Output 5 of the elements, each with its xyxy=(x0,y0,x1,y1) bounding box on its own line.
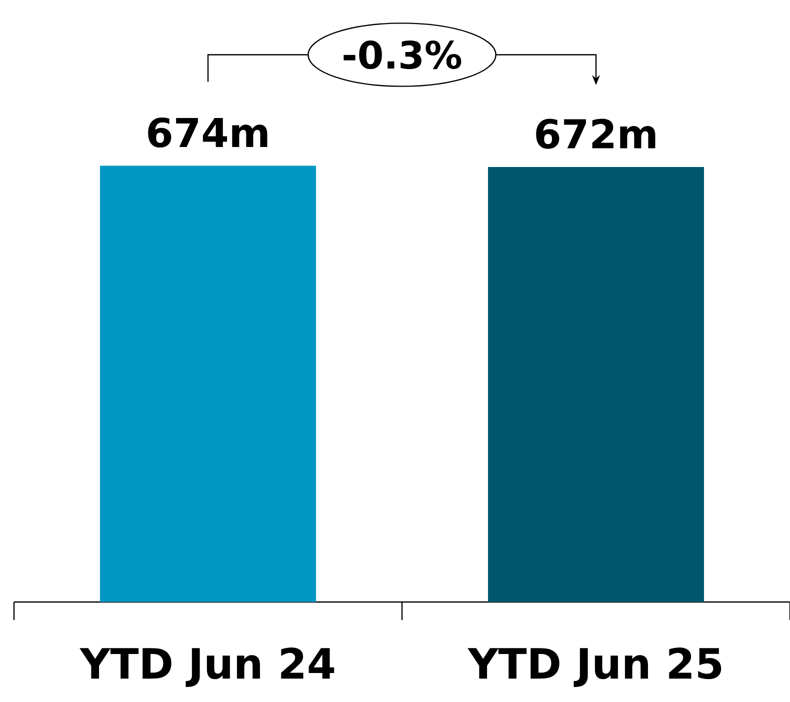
x-tick-label: YTD Jun 25 xyxy=(468,648,722,687)
data-label: 672m xyxy=(536,118,656,149)
x-tick-label: YTD Jun 24 xyxy=(80,648,334,687)
data-label: 674m xyxy=(148,117,268,148)
text: -0.3% xyxy=(344,40,462,70)
